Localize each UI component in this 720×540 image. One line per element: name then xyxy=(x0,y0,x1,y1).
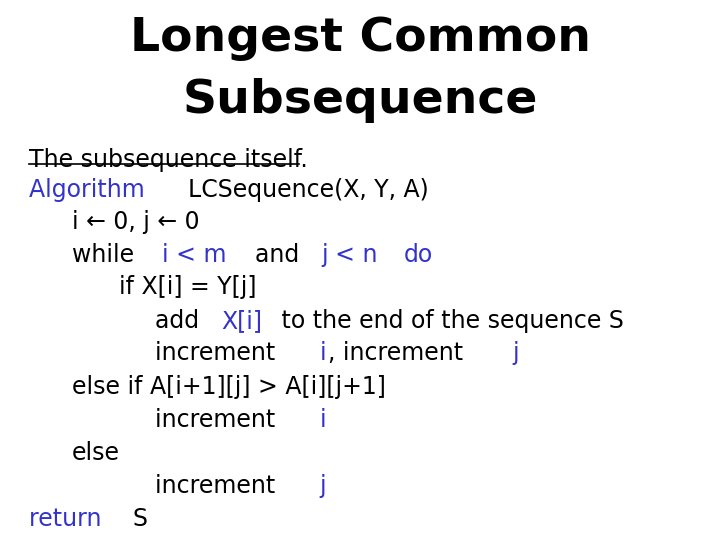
Text: to the end of the sequence S: to the end of the sequence S xyxy=(274,309,624,333)
Text: j < n: j < n xyxy=(322,243,385,267)
Text: and: and xyxy=(255,243,307,267)
Text: j: j xyxy=(512,341,519,365)
Text: i: i xyxy=(320,408,326,431)
Text: j: j xyxy=(320,474,326,497)
Text: i < m: i < m xyxy=(162,243,234,267)
Text: else: else xyxy=(72,441,120,465)
Text: increment: increment xyxy=(155,474,282,497)
Text: return: return xyxy=(29,507,109,530)
Text: i: i xyxy=(320,341,326,365)
Text: S: S xyxy=(132,507,147,530)
Text: do: do xyxy=(404,243,433,267)
Text: if X[i] = Y[j]: if X[i] = Y[j] xyxy=(119,275,256,299)
Text: while: while xyxy=(72,243,142,267)
Text: Longest Common: Longest Common xyxy=(130,16,590,61)
Text: increment: increment xyxy=(155,341,282,365)
Text: , increment: , increment xyxy=(328,341,471,365)
Text: increment: increment xyxy=(155,408,282,431)
Text: The subsequence itself.: The subsequence itself. xyxy=(29,148,307,172)
Text: Algorithm: Algorithm xyxy=(29,178,152,202)
Text: X[i]: X[i] xyxy=(222,309,262,333)
Text: Subsequence: Subsequence xyxy=(182,78,538,123)
Text: add: add xyxy=(155,309,207,333)
Text: else if A[i+1][j] > A[i][j+1]: else if A[i+1][j] > A[i][j+1] xyxy=(72,375,386,399)
Text: LCSequence(X, Y, A): LCSequence(X, Y, A) xyxy=(188,178,428,202)
Text: i ← 0, j ← 0: i ← 0, j ← 0 xyxy=(72,210,199,233)
